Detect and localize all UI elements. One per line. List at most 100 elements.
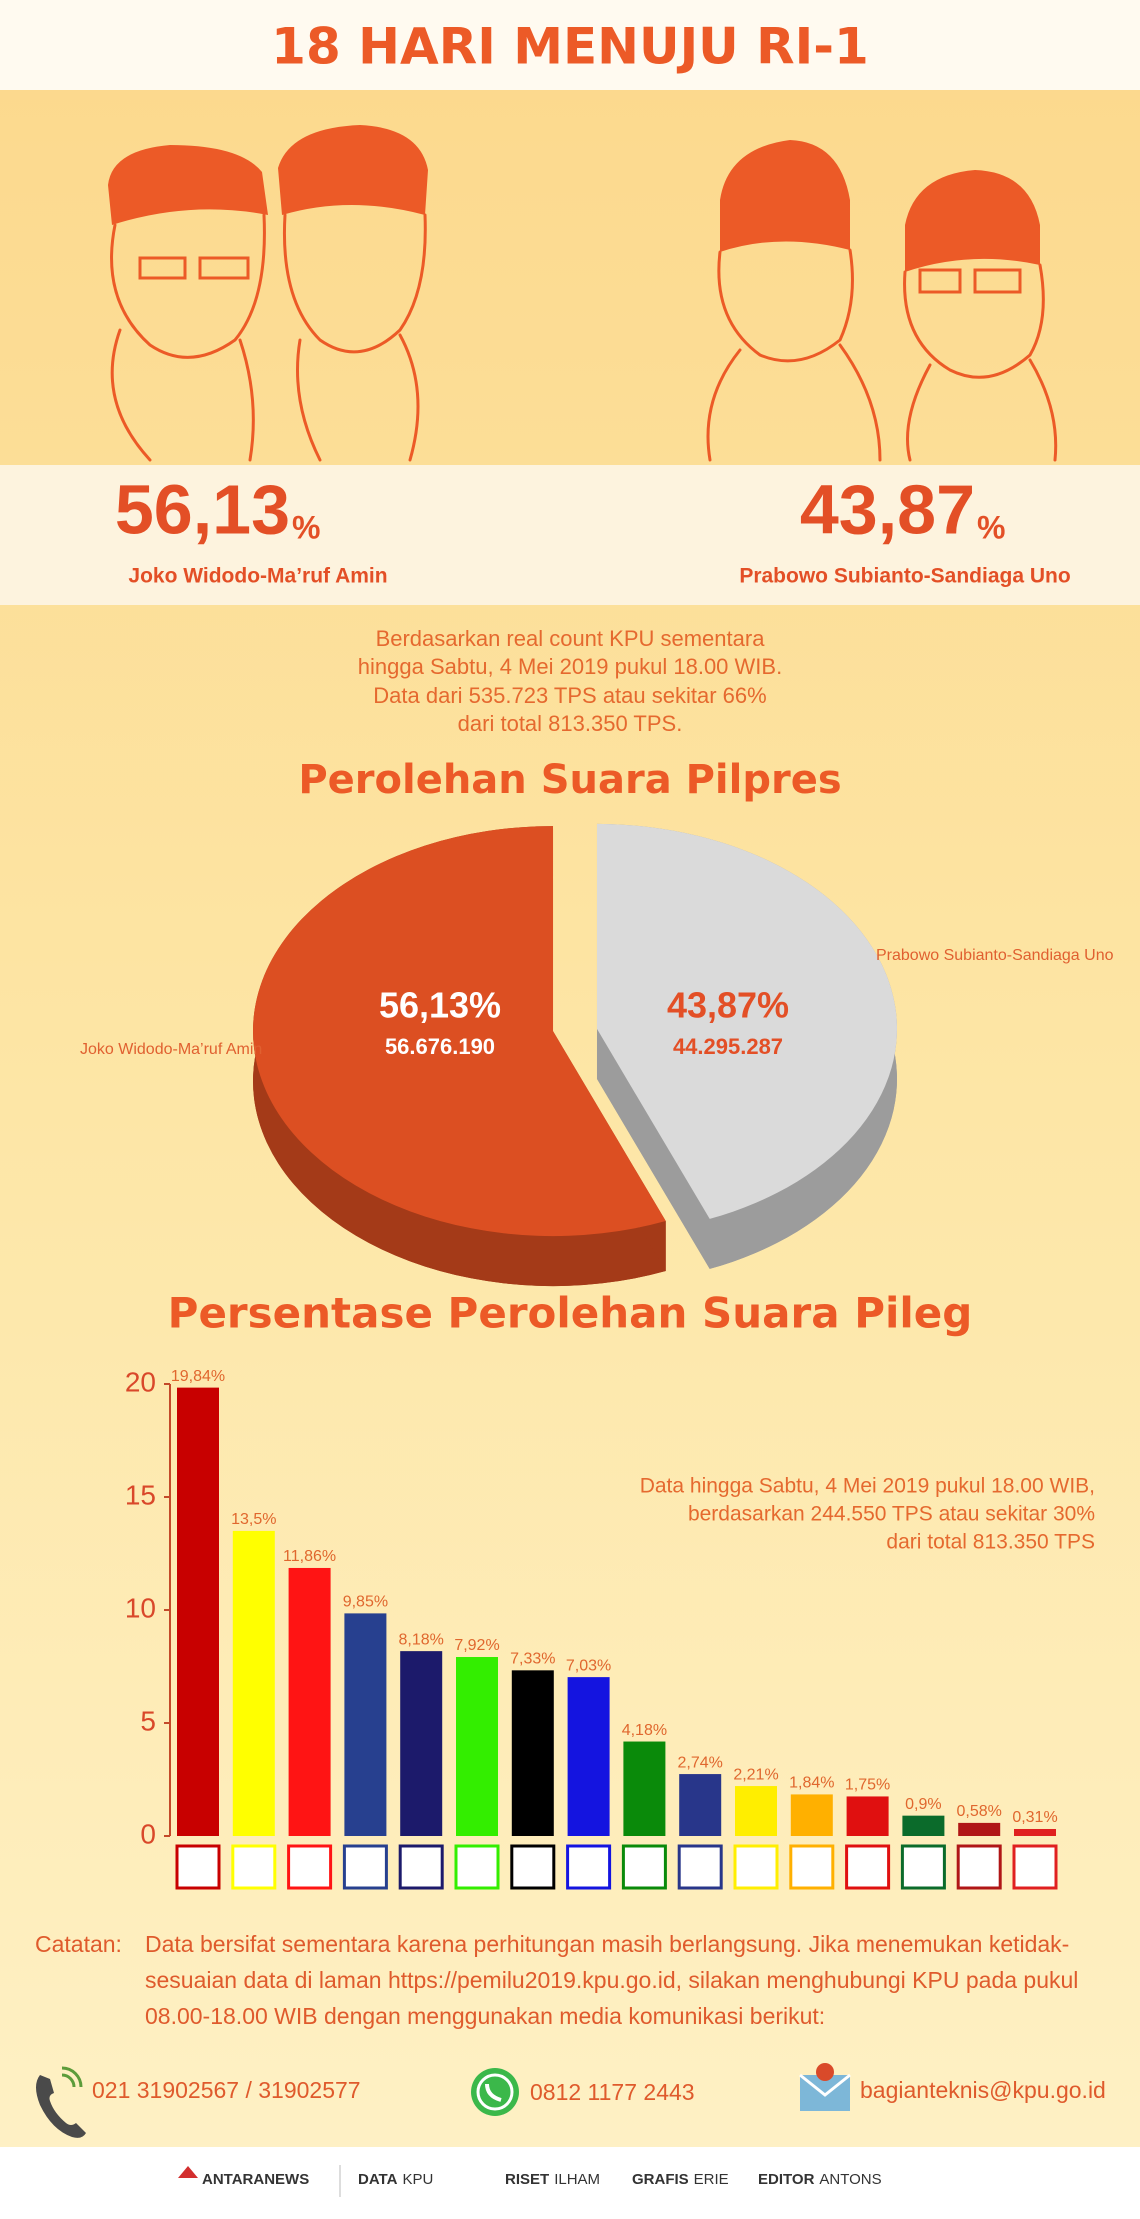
- contact-phone: 021 31902567 / 31902577: [92, 2077, 361, 2103]
- party-logo: [789, 1844, 835, 1890]
- footer-brand: ANTARANEWS: [202, 2171, 309, 2188]
- value-label: 1,84%: [789, 1775, 834, 1792]
- bar: [511, 1670, 554, 1836]
- footer-credit: DATA KPU: [358, 2171, 433, 2188]
- credit-role: GRAFIS: [632, 2171, 689, 2188]
- value-label: 8,18%: [399, 1631, 444, 1648]
- candidate-name: Prabowo Subianto-Sandiaga Uno: [739, 565, 1070, 588]
- chart-annotation: berdasarkan 244.550 TPS atau sekitar 30%: [688, 1503, 1095, 1526]
- bar: [400, 1651, 443, 1836]
- contact-email: bagianteknis@kpu.go.id: [860, 2077, 1106, 2103]
- bar: [735, 1786, 777, 1836]
- party-logo: [398, 1844, 444, 1890]
- bar: [679, 1774, 722, 1836]
- candidate-percent-unit: %: [977, 509, 1005, 545]
- y-tick-label: 0: [140, 1818, 156, 1849]
- bar: [288, 1567, 331, 1836]
- party-logo: [845, 1844, 891, 1890]
- chart-annotation: Data hingga Sabtu, 4 Mei 2019 pukul 18.0…: [640, 1475, 1095, 1498]
- party-logo: [733, 1844, 779, 1890]
- notes-label: Catatan:: [35, 1931, 122, 1957]
- contact-whatsapp: 0812 1177 2443: [530, 2079, 695, 2105]
- footer-credit: EDITOR ANTONS: [758, 2171, 882, 2188]
- credit-name: ERIE: [694, 2171, 729, 2188]
- legend-label: Prabowo Subianto-Sandiaga Uno: [876, 947, 1114, 964]
- bar: [902, 1815, 945, 1836]
- y-tick-label: 10: [125, 1592, 156, 1623]
- source-note: Data dari 535.723 TPS atau sekitar 66%: [373, 683, 766, 708]
- chart-annotation: dari total 813.350 TPS: [886, 1531, 1095, 1554]
- value-label: 7,03%: [566, 1657, 611, 1674]
- vote-label: 56.676.190: [385, 1034, 495, 1059]
- value-label: 11,86%: [283, 1548, 336, 1565]
- credit-role: EDITOR: [758, 2171, 815, 2188]
- source-note: Berdasarkan real count KPU sementara: [376, 626, 766, 651]
- footer-credit: RISET ILHAM: [505, 2171, 600, 2188]
- value-label: 56,13%: [379, 985, 501, 1026]
- email-icon: [799, 2063, 851, 2111]
- result-band: [0, 465, 1140, 605]
- phone-icon: [36, 2066, 86, 2138]
- illustration: [108, 125, 1058, 462]
- credit-role: RISET: [505, 2171, 549, 2188]
- pie-chart: 56,13% 56.676.190 43,87% 44.295.287 Joko Wid…: [80, 823, 1114, 1287]
- value-label: 0,31%: [1012, 1809, 1057, 1826]
- party-logo: [454, 1844, 500, 1890]
- value-label: 19,84%: [171, 1368, 225, 1385]
- value-label: 0,9%: [905, 1796, 941, 1813]
- value-label: 1,75%: [845, 1777, 890, 1794]
- candidate-percent-unit: %: [292, 509, 320, 545]
- candidate-name: Joko Widodo-Ma’ruf Amin: [128, 565, 387, 588]
- bar-chart: 0 5 10 15 20 19,84% 13,5% 11,86% 9,85% 8,18% 7,92%…: [125, 1366, 1058, 1890]
- party-logo: [621, 1844, 667, 1890]
- bar: [344, 1613, 387, 1836]
- value-label: 0,58%: [957, 1803, 1002, 1820]
- credit-role: DATA: [358, 2171, 398, 2188]
- pie-slice: [253, 826, 666, 1237]
- source-note: hingga Sabtu, 4 Mei 2019 pukul 18.00 WIB…: [358, 654, 782, 679]
- title: 18 HARI MENUJU RI-1: [271, 18, 869, 76]
- bar: [232, 1530, 275, 1836]
- party-logo: [900, 1844, 946, 1890]
- footer-band: [0, 2147, 1140, 2214]
- y-tick-label: 20: [125, 1366, 156, 1397]
- party-logo: [1012, 1844, 1058, 1890]
- notes-line: sesuaian data di laman https://pemilu201…: [145, 1967, 1078, 1993]
- party-logo: [956, 1844, 1002, 1890]
- value-label: 2,21%: [733, 1766, 778, 1783]
- party-logo: [677, 1844, 723, 1890]
- vote-label: 44.295.287: [673, 1034, 783, 1059]
- bar: [846, 1796, 889, 1836]
- bar: [456, 1657, 498, 1836]
- party-logo: [231, 1844, 277, 1890]
- footer-credit: GRAFIS ERIE: [632, 2171, 729, 2188]
- title-band: [0, 0, 1140, 90]
- credit-name: ANTONS: [819, 2171, 881, 2188]
- pie-slice: [596, 823, 897, 1219]
- party-logo: [175, 1844, 221, 1890]
- bar: [1014, 1828, 1056, 1836]
- chart-title: Perolehan Suara Pilpres: [298, 757, 841, 803]
- y-tick-label: 5: [140, 1705, 156, 1736]
- candidate-percent: 43,87: [800, 470, 975, 548]
- bar: [790, 1794, 833, 1836]
- value-label: 2,74%: [678, 1754, 723, 1771]
- bar: [958, 1822, 1001, 1836]
- legend-label: Joko Widodo-Ma’ruf Amin: [80, 1041, 262, 1058]
- bar: [623, 1741, 666, 1836]
- value-label: 7,33%: [510, 1651, 555, 1668]
- credit-name: ILHAM: [554, 2171, 600, 2188]
- party-logo: [566, 1844, 612, 1890]
- candidate-percent: 56,13: [115, 470, 290, 548]
- party-logo: [342, 1844, 388, 1890]
- chart-title: Persentase Perolehan Suara Pileg: [168, 1289, 973, 1338]
- footer-credits: DATA KPU RISET ILHAM GRAFIS ERIE EDITOR ANTONS: [358, 2171, 882, 2188]
- source-note: dari total 813.350 TPS.: [458, 711, 683, 736]
- pie-side: [596, 1028, 710, 1269]
- value-label: 4,18%: [622, 1722, 667, 1739]
- value-label: 9,85%: [343, 1594, 388, 1611]
- bar: [567, 1677, 610, 1836]
- value-label: 13,5%: [231, 1511, 276, 1528]
- notes-line: Data bersifat sementara karena perhitung…: [145, 1931, 1069, 1957]
